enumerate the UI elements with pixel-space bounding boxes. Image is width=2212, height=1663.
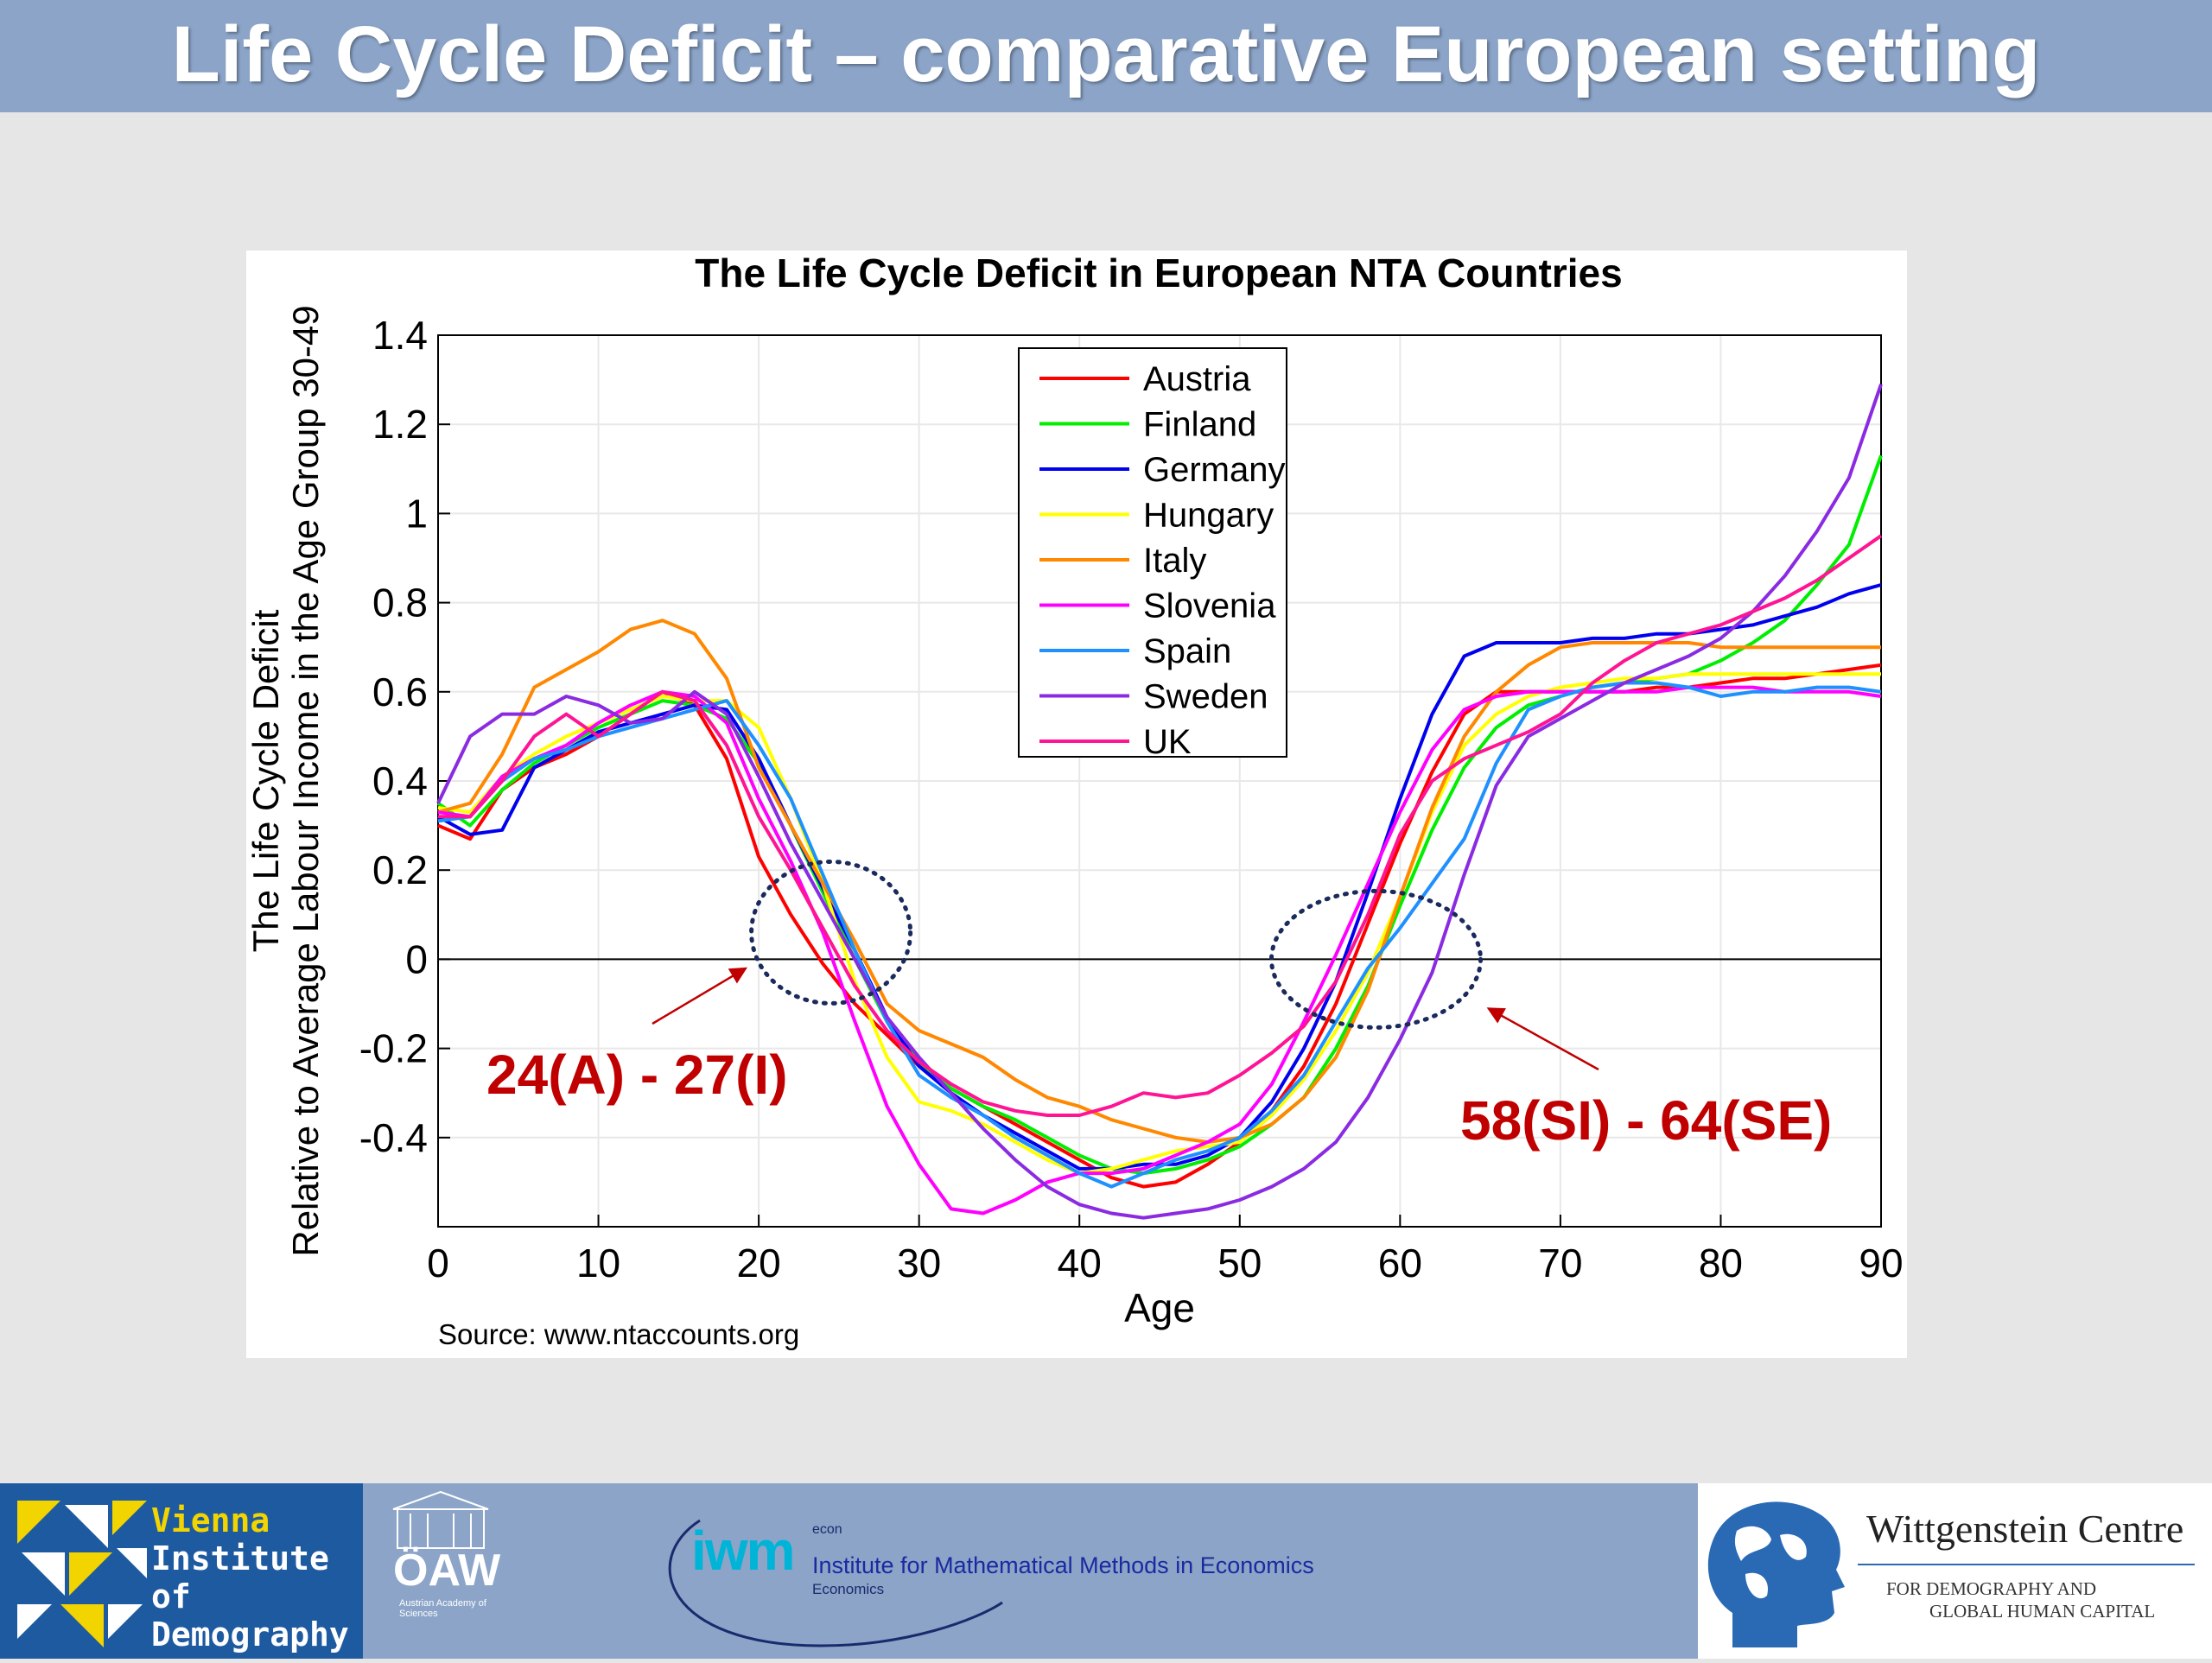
y-tick-label: 1.4: [372, 313, 428, 358]
x-tick-label: 80: [1699, 1241, 1743, 1285]
x-tick-label: 70: [1538, 1241, 1582, 1285]
series-line-italy: [437, 619, 1881, 1144]
legend-label-sweden: Sweden: [1143, 678, 1268, 716]
slide-title: Life Cycle Deficit – comparative Europea…: [171, 10, 2041, 98]
wittgenstein-sub-line2: GLOBAL HUMAN CAPITAL: [1929, 1601, 2156, 1622]
y-tick-label: -0.2: [359, 1026, 428, 1071]
iwm-logo-mark: iwm: [691, 1520, 795, 1582]
vid-logo-graphic: [0, 1483, 242, 1659]
legend-label-hungary: Hungary: [1143, 497, 1274, 535]
vid-logo: [0, 1483, 363, 1659]
legend-box: [1018, 347, 1287, 758]
x-axis-label: Age: [1124, 1285, 1195, 1330]
x-tick-label: 10: [576, 1241, 620, 1285]
annotation-arrow: [1486, 1007, 1599, 1071]
x-tick-label: 20: [737, 1241, 781, 1285]
vid-line1: Vienna: [151, 1501, 270, 1539]
annotation-label: 24(A) - 27(I): [486, 1044, 788, 1106]
x-tick-label: 90: [1859, 1241, 1903, 1285]
legend-label-finland: Finland: [1143, 406, 1256, 444]
legend-label-austria: Austria: [1143, 360, 1251, 398]
legend-label-spain: Spain: [1143, 632, 1231, 670]
wittgenstein-logo: [1698, 1483, 2212, 1659]
y-tick-label: 0.4: [372, 759, 428, 803]
y-tick-label: 1.2: [372, 402, 428, 447]
iwm-logo-tag: econ: [812, 1522, 842, 1537]
x-tick-label: 40: [1058, 1241, 1102, 1285]
y-axis-label-line2: Relative to Average Labour Income in the…: [285, 305, 326, 1256]
series-line-germany: [437, 583, 1882, 1171]
y-ticks: 1.4 1.2 1 0.8 0.6 0.4 0.2 0 -0.2 -0.4: [359, 313, 450, 1160]
annotation-ellipse: [1269, 888, 1483, 1030]
iwm-logo-sub: Economics: [812, 1581, 885, 1597]
y-axis-label-line1: The Life Cycle Deficit: [246, 609, 286, 952]
annotations: 24(A) - 27(I) 58(SI) - 64(SE): [486, 859, 1832, 1152]
wittgenstein-logo-rule: [1858, 1564, 2195, 1565]
iwm-logo-name: Institute for Mathematical Methods in Ec…: [812, 1552, 1314, 1578]
chart-panel: The Life Cycle Deficit in European NTA C…: [246, 251, 1907, 1358]
x-tick-label: 0: [427, 1241, 449, 1285]
annotation-label: 58(SI) - 64(SE): [1460, 1089, 1832, 1152]
x-ticks: 0 10 20 30 40 50 60 70 80 90: [427, 1215, 1904, 1285]
series-line-slovenia: [437, 685, 1882, 1216]
oaw-logo-text: ÖAW: [393, 1546, 501, 1596]
series-line-sweden: [436, 384, 1883, 1220]
x-tick-label: 60: [1378, 1241, 1422, 1285]
x-tick-label: 30: [897, 1241, 941, 1285]
wittgenstein-logo-name: Wittgenstein Centre: [1866, 1507, 2184, 1551]
legend: Austria Finland Germany Hungary Italy Sloveni…: [1018, 347, 1287, 761]
x-tick-label: 50: [1217, 1241, 1262, 1285]
series-line-hungary: [437, 672, 1881, 1176]
vid-line3: Demography: [151, 1615, 349, 1653]
vid-line2: Institute of: [151, 1539, 329, 1615]
series-line-spain: [437, 681, 1882, 1189]
wittgenstein-sub-line1: FOR DEMOGRAPHY AND: [1886, 1578, 2097, 1599]
y-tick-label: 0.8: [372, 581, 428, 625]
oaw-logo-sub: Austrian Academy of Sciences: [399, 1598, 486, 1619]
source-note: Source: www.ntaccounts.org: [438, 1318, 799, 1350]
legend-label-germany: Germany: [1143, 451, 1286, 489]
annotation-arrow: [652, 967, 747, 1025]
wittgenstein-logo-sub: FOR DEMOGRAPHY AND GLOBAL HUMAN CAPITAL: [1886, 1577, 2155, 1622]
series-line-uk: [438, 534, 1883, 1117]
y-tick-label: -0.4: [359, 1115, 428, 1160]
annotation-ellipse: [749, 859, 913, 1006]
chart-title: The Life Cycle Deficit in European NTA C…: [695, 251, 1622, 295]
y-tick-label: 0.2: [372, 847, 428, 892]
globe-head-icon: [1707, 1501, 1845, 1647]
y-tick-label: 0: [405, 936, 428, 981]
y-tick-label: 1: [405, 491, 428, 536]
vid-logo-text: Vienna Institute of Demography: [151, 1501, 363, 1653]
y-tick-label: 0.6: [372, 670, 428, 714]
title-bar: Life Cycle Deficit – comparative Europea…: [0, 0, 2212, 112]
life-cycle-deficit-chart: The Life Cycle Deficit in European NTA C…: [246, 251, 1904, 1350]
legend-label-slovenia: Slovenia: [1143, 587, 1276, 625]
series-layer: [436, 384, 1883, 1220]
iwm-swoosh-icon: [668, 1519, 1003, 1647]
legend-label-uk: UK: [1143, 723, 1192, 761]
legend-label-italy: Italy: [1143, 542, 1206, 580]
oaw-building-icon: [380, 1488, 510, 1652]
